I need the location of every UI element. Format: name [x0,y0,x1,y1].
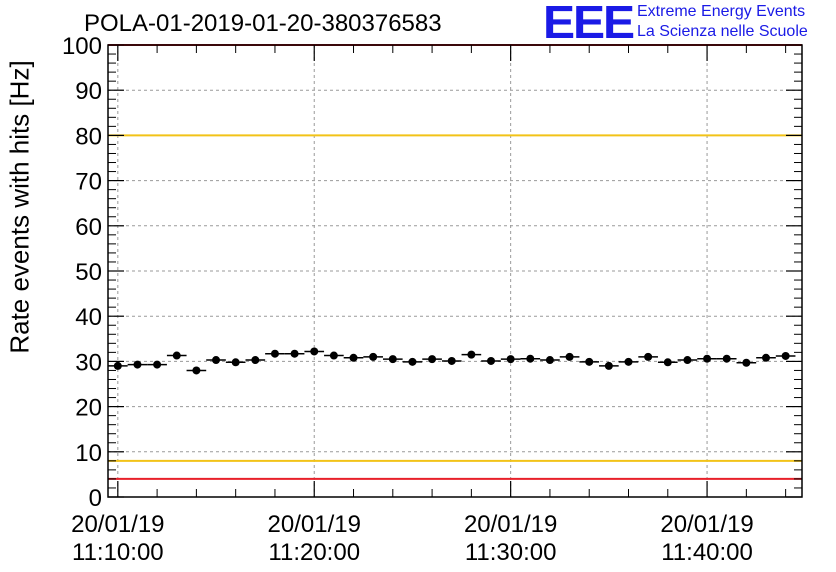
x-tick-label-time: 11:30:00 [465,539,557,566]
x-tick-label-date: 20/01/19 [268,511,361,538]
tick-labels: 010203040506070809010020/01/1911:10:0020… [62,33,754,566]
data-point [388,355,397,364]
data-point [447,356,456,365]
data-point [487,356,496,365]
data-point [153,360,162,369]
data-point [683,356,692,365]
data-point [172,351,181,360]
chart-title: POLA-01-2019-01-20-380376583 [84,10,442,37]
data-point [310,347,319,356]
y-tick-label: 0 [89,485,102,512]
y-tick-label: 80 [75,123,102,150]
grid [108,45,802,497]
y-tick-label: 20 [75,395,102,422]
data-point [251,356,260,365]
x-tick-label-date: 20/01/19 [71,511,164,538]
data-point [133,360,142,369]
plot-frame [107,44,803,498]
data-point [526,354,535,363]
data-point [644,352,653,361]
data-point [585,357,594,366]
x-tick-label-date: 20/01/19 [464,511,557,538]
y-tick-label: 60 [75,214,102,241]
data-point [428,355,437,364]
data-point [270,349,279,358]
data-point [231,358,240,367]
logo-text: Extreme Energy Events La Scienza nelle S… [637,2,808,42]
data-point [506,355,515,364]
y-tick-label: 10 [75,440,102,467]
data-point [722,354,731,363]
data-point [467,350,476,359]
data-point [290,349,299,358]
data-point [349,353,358,362]
data-point [604,361,613,370]
reference-lines [108,44,802,480]
logo-line-1: Extreme Energy Events [637,3,806,20]
y-tick-label: 90 [75,78,102,105]
data-point [545,356,554,365]
data-point [212,356,221,365]
y-tick-label: 100 [62,33,102,60]
data-point [113,361,122,370]
y-axis-label: Rate events with hits [Hz] [4,60,35,354]
x-tick-label-time: 11:40:00 [661,539,753,566]
x-tick-label-time: 11:10:00 [72,539,164,566]
data-points [108,347,796,375]
data-point [624,357,633,366]
data-point [761,353,770,362]
y-tick-label: 40 [75,304,102,331]
x-tick-label-time: 11:20:00 [268,539,360,566]
data-point [329,351,338,360]
data-point [369,352,378,361]
data-point [408,357,417,366]
data-point [742,358,751,367]
data-point [781,351,790,360]
x-tick-label-date: 20/01/19 [660,511,753,538]
data-point [703,354,712,363]
eee-logo: EEE [543,0,635,44]
logo-line-2: La Scienza nelle Scuole [637,23,808,40]
y-tick-label: 30 [75,349,102,376]
y-tick-label: 50 [75,259,102,286]
data-point [192,366,201,375]
data-point [565,352,574,361]
y-tick-label: 70 [75,169,102,196]
data-point [663,358,672,367]
logo-letters: EEE [543,0,633,44]
